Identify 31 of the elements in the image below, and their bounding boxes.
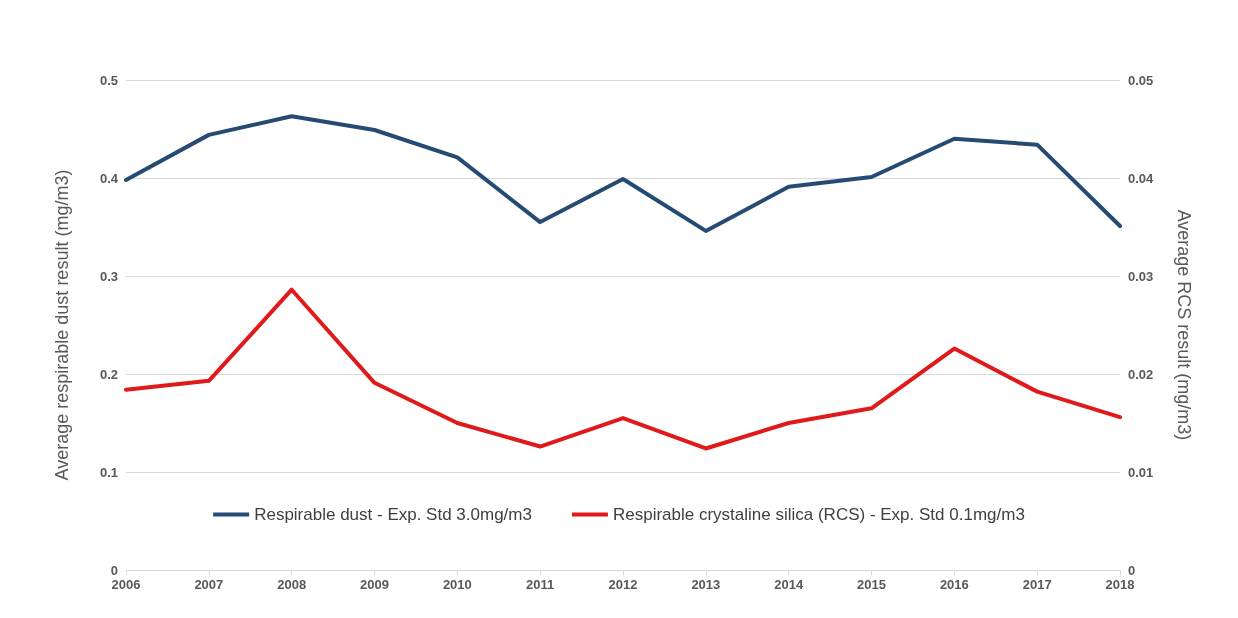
y2-tick-label: 0.02 — [1128, 366, 1154, 382]
x-tick-label: 2014 — [774, 577, 804, 592]
x-tick-label: 2010 — [442, 577, 472, 592]
legend-label: Respirable dust - Exp. Std 3.0mg/m3 — [254, 505, 532, 524]
x-tick-label: 2007 — [194, 577, 224, 592]
x-tick-label: 2015 — [857, 577, 886, 592]
x-tick-label: 2011 — [526, 577, 555, 592]
y-tick-label: 0.4 — [99, 170, 119, 186]
y-tick-label: 0 — [110, 562, 118, 578]
y-tick-label: 0.3 — [99, 268, 118, 284]
line-series — [124, 114, 1122, 233]
x-tick-label: 2013 — [691, 577, 721, 592]
x-tick-label: 2016 — [939, 577, 969, 592]
y-tick-label: 0.2 — [99, 366, 118, 382]
legend-label: Respirable crystaline silica (RCS) - Exp. Std 0.1mg/m3 — [612, 505, 1025, 524]
y-tick-label: 0.1 — [99, 464, 118, 480]
x-tick-label: 2008 — [277, 577, 307, 592]
x-tick-label: 2006 — [111, 577, 141, 592]
y2-axis-title: Average RCS result (mg/m3) — [1174, 209, 1194, 441]
y2-tick-label: 0.04 — [1128, 170, 1155, 186]
x-tick-label: 2012 — [608, 577, 638, 592]
y2-tick-label: 0.01 — [1128, 464, 1154, 480]
y2-tick-label: 0.03 — [1128, 268, 1154, 284]
x-tick-label: 2018 — [1105, 577, 1135, 592]
line-series — [124, 287, 1122, 451]
x-tick-label: 2017 — [1022, 577, 1052, 592]
y-tick-label: 0.5 — [99, 72, 118, 88]
y2-tick-label: 0 — [1128, 562, 1136, 578]
y2-tick-label: 0.05 — [1128, 72, 1154, 88]
x-tick-label: 2009 — [360, 577, 389, 592]
y-axis-title: Average respirable dust result (mg/m3) — [52, 169, 72, 481]
